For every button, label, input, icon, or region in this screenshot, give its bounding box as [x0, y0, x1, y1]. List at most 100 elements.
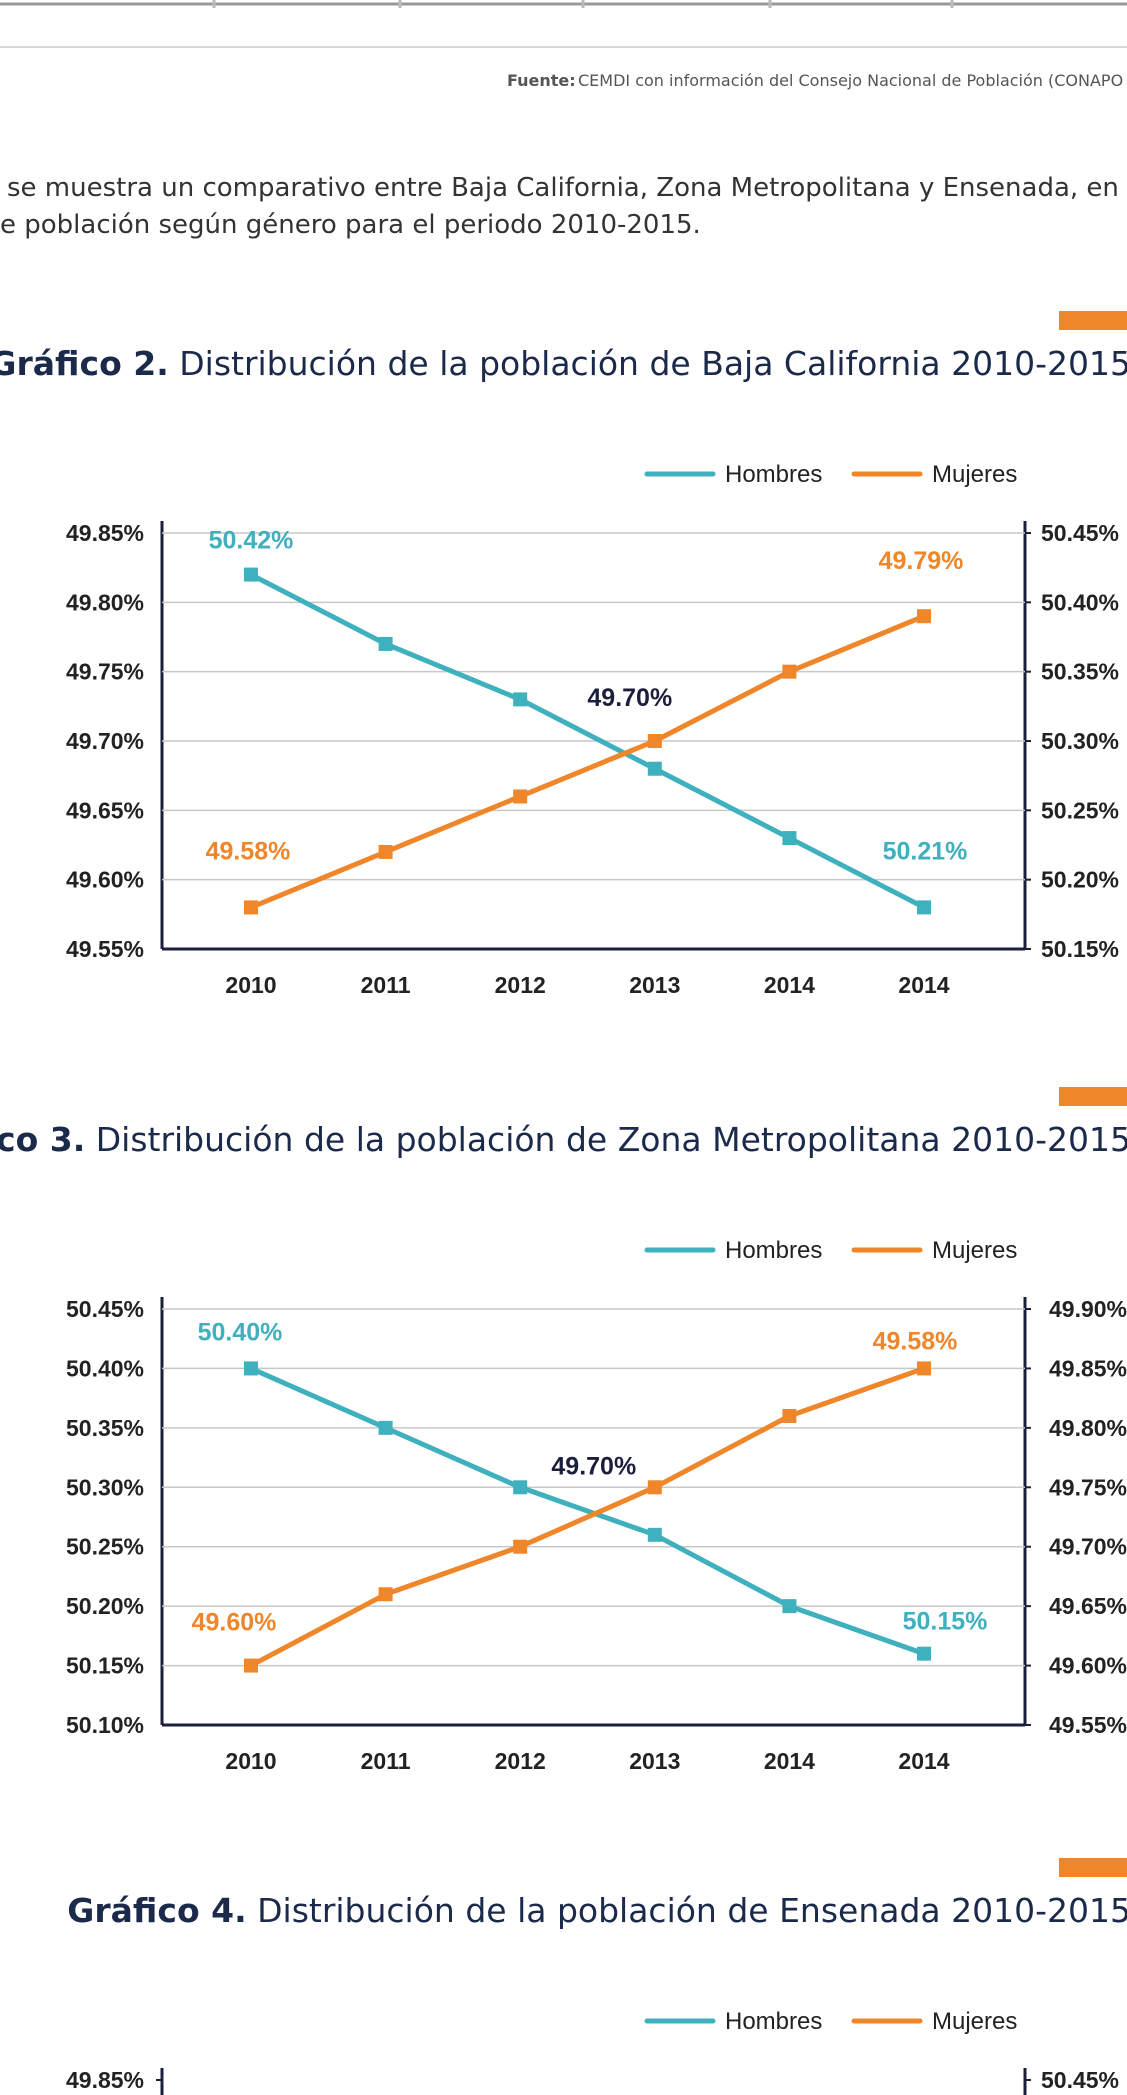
- chart-title-bold: Gráfico 2.: [0, 344, 169, 383]
- marker: [513, 1539, 528, 1554]
- x-tick-label: 2014: [764, 972, 815, 998]
- y2-tick-label: 50.45%: [1041, 2067, 1119, 2093]
- data-label: 49.79%: [879, 547, 964, 575]
- x-tick-label: 2014: [898, 972, 949, 998]
- y-tick-label: 50.10%: [66, 1712, 144, 1738]
- y2-tick-label: 50.35%: [1041, 659, 1119, 685]
- y-tick-label: 49.65%: [66, 797, 144, 823]
- y2-tick-label: 49.55%: [1049, 1712, 1127, 1738]
- marker: [513, 789, 528, 804]
- y-tick-label: 49.55%: [66, 936, 144, 962]
- source-label: Fuente:: [507, 71, 576, 90]
- x-tick-label: 2012: [495, 972, 546, 998]
- chart-title: Gráfico 2. Distribución de la población …: [0, 344, 1127, 383]
- y-tick-label: 50.15%: [66, 1653, 144, 1679]
- legend-label: Hombres: [725, 2008, 822, 2035]
- chart-title-text: Distribución de la población de Zona Met…: [96, 1120, 1127, 1159]
- marker: [917, 1646, 931, 1661]
- x-tick-label: 2014: [764, 1748, 815, 1774]
- y2-tick-label: 49.90%: [1049, 1296, 1127, 1322]
- marker: [513, 1480, 528, 1495]
- marker: [378, 1420, 393, 1435]
- table-dividers: [212, 0, 954, 8]
- legend-label: Mujeres: [932, 461, 1017, 488]
- x-tick-label: 2011: [361, 1748, 411, 1774]
- marker: [378, 1587, 393, 1602]
- marker: [513, 692, 528, 707]
- series-line: [249, 1366, 925, 1657]
- marker: [244, 1361, 258, 1376]
- marker: [782, 664, 797, 679]
- marker: [647, 1527, 662, 1542]
- marker: [647, 761, 662, 776]
- y-tick-label: 50.45%: [66, 1296, 144, 1322]
- marker: [782, 1408, 797, 1423]
- accent-bar: [1059, 1858, 1127, 1877]
- data-label: 50.15%: [903, 1608, 988, 1636]
- data-label: 49.60%: [192, 1609, 277, 1637]
- series-line: [249, 1366, 925, 1668]
- data-label: 49.58%: [206, 837, 291, 865]
- y-tick-label: 50.20%: [66, 1593, 144, 1619]
- data-label: 49.58%: [873, 1327, 958, 1355]
- x-tick-label: 2010: [225, 972, 276, 998]
- marker: [917, 1361, 931, 1376]
- y2-tick-label: 49.65%: [1049, 1593, 1127, 1619]
- marker: [647, 1480, 662, 1495]
- series-line: [249, 572, 926, 910]
- accent-bar: [1059, 311, 1127, 330]
- chart-title-text: Distribución de la población de Ensenada…: [257, 1891, 1127, 1930]
- legend-label: Mujeres: [932, 1237, 1017, 1264]
- chart-title: Gráfico 3. Distribución de la población …: [0, 1120, 1127, 1159]
- y2-tick-label: 50.15%: [1041, 936, 1119, 962]
- data-label: 49.70%: [587, 684, 672, 712]
- y2-tick-label: 49.75%: [1049, 1474, 1127, 1500]
- data-label: 49.70%: [551, 1452, 636, 1480]
- marker: [917, 900, 931, 915]
- y-tick-label: 49.75%: [66, 659, 144, 685]
- x-tick-label: 2011: [361, 972, 411, 998]
- y2-tick-label: 50.45%: [1041, 520, 1119, 546]
- marker: [244, 1658, 258, 1673]
- chart-title: Gráfico 4. Distribución de la población …: [67, 1891, 1127, 1930]
- y-tick-label: 50.40%: [66, 1355, 144, 1381]
- y2-tick-label: 50.30%: [1041, 728, 1119, 754]
- paragraph-line: e población según género para el periodo…: [0, 210, 701, 240]
- data-label: 50.42%: [209, 527, 294, 555]
- chart-title-text: Distribución de la población de Baja Cal…: [179, 344, 1127, 383]
- y-tick-label: 50.35%: [66, 1415, 144, 1441]
- x-tick-label: 2012: [495, 1748, 546, 1774]
- chart-title-bold: Gráfico 4.: [67, 1891, 246, 1930]
- x-tick-label: 2013: [629, 972, 680, 998]
- y-tick-label: 50.30%: [66, 1474, 144, 1500]
- y2-tick-label: 49.70%: [1049, 1534, 1127, 1560]
- legend-label: Hombres: [725, 461, 822, 488]
- x-tick-label: 2013: [629, 1748, 680, 1774]
- y-tick-label: 49.70%: [66, 728, 144, 754]
- y-tick-label: 49.85%: [66, 2067, 144, 2093]
- legend-label: Mujeres: [932, 2008, 1017, 2035]
- marker: [244, 567, 258, 582]
- y-tick-label: 49.85%: [66, 520, 144, 546]
- paragraph-line: se muestra un comparativo entre Baja Cal…: [7, 173, 1119, 203]
- data-label: 50.40%: [198, 1318, 283, 1346]
- x-tick-label: 2014: [898, 1748, 949, 1774]
- y2-tick-label: 50.40%: [1041, 589, 1119, 615]
- chart-title-bold: Gráfico 3.: [0, 1120, 85, 1159]
- y-tick-label: 49.80%: [66, 589, 144, 615]
- accent-bar: [1059, 1087, 1127, 1106]
- y-tick-label: 49.60%: [66, 867, 144, 893]
- legend-label: Hombres: [725, 1237, 822, 1264]
- marker: [244, 900, 258, 915]
- marker: [378, 636, 393, 651]
- marker: [782, 1599, 797, 1614]
- y2-tick-label: 49.80%: [1049, 1415, 1127, 1441]
- y-tick-label: 50.25%: [66, 1534, 144, 1560]
- marker: [378, 844, 393, 859]
- marker: [917, 609, 931, 624]
- y2-tick-label: 50.20%: [1041, 867, 1119, 893]
- y2-tick-label: 49.60%: [1049, 1653, 1127, 1679]
- marker: [647, 734, 662, 748]
